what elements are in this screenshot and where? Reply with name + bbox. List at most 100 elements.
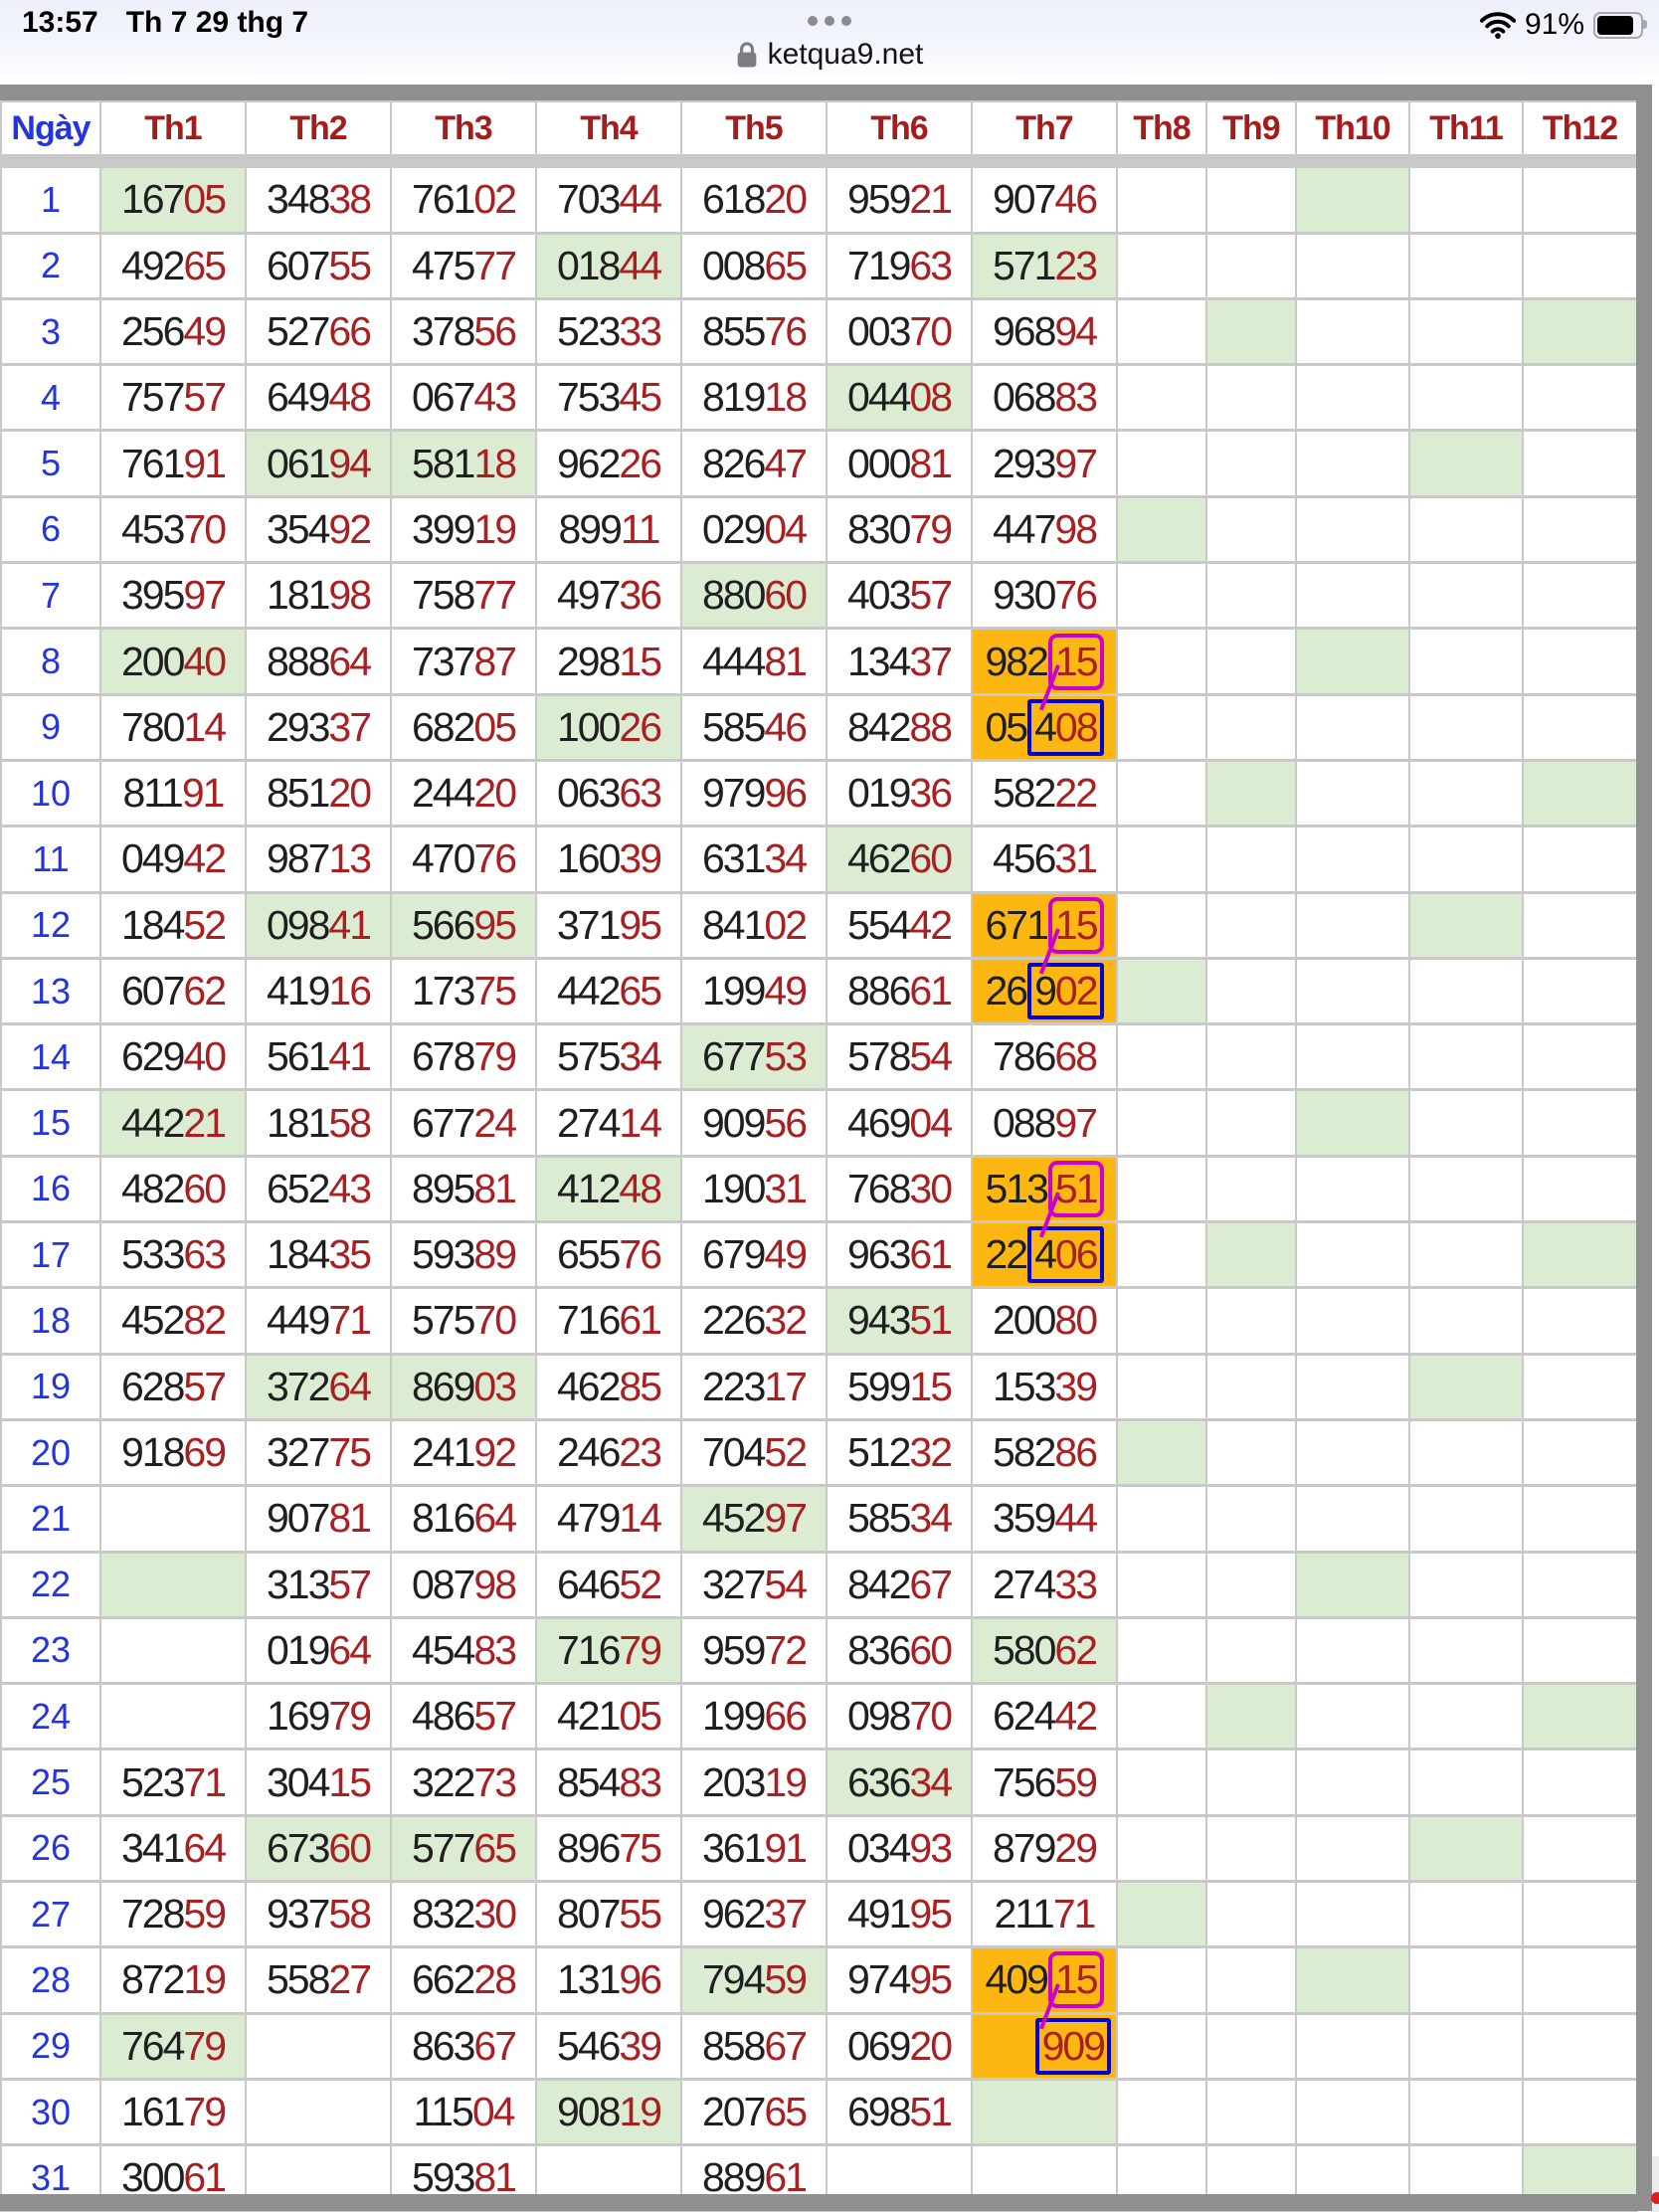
- result-cell-th3-d15: 677 24: [392, 1091, 535, 1155]
- result-cell-th7-d26: 879 29: [973, 1816, 1116, 1881]
- result-cell-th7-d5: 293 97: [973, 432, 1116, 495]
- result-cell-th11-d22: [1410, 1553, 1522, 1616]
- result-cell-th12-d20: [1524, 1420, 1636, 1485]
- result-cell-th5-d29: 858 67: [682, 2014, 826, 2078]
- result-cell-th10-d10: [1297, 761, 1408, 826]
- result-cell-th4-d13: 442 65: [537, 959, 680, 1023]
- result-cell-th10-d14: [1297, 1025, 1408, 1089]
- result-cell-th6-d23: 836 60: [828, 1618, 971, 1683]
- tab-overflow-dots-icon[interactable]: [0, 16, 1659, 26]
- result-cell-th8-d19: [1118, 1355, 1205, 1418]
- result-cell-th6-d18: 943 51: [828, 1289, 971, 1353]
- result-cell-th1-d14: 629 40: [101, 1025, 245, 1089]
- result-cell-th4-d25: 854 83: [537, 1751, 680, 1814]
- result-cell-th5-d12: 841 02: [682, 893, 826, 957]
- column-header-th9: Th9: [1207, 102, 1295, 154]
- result-cell-th8-d1: [1118, 168, 1205, 232]
- result-cell-th1-d15: 442 21: [101, 1091, 245, 1155]
- day-label-1: 1: [2, 168, 99, 232]
- result-cell-th10-d2: [1297, 234, 1408, 297]
- vertical-scrollbar[interactable]: [1636, 85, 1652, 2208]
- result-cell-th5-d21: 452 97: [682, 1487, 826, 1551]
- result-cell-th11-d10: [1410, 761, 1522, 826]
- result-cell-th4-d20: 246 23: [537, 1420, 680, 1485]
- result-cell-th12-d17: [1524, 1223, 1636, 1287]
- result-cell-th6-d12: 554 42: [828, 893, 971, 957]
- result-cell-th2-d5: 061 94: [247, 432, 390, 495]
- result-cell-th7-d4: 068 83: [973, 366, 1116, 430]
- result-cell-th10-d8: [1297, 630, 1408, 693]
- result-cell-th12-d5: [1524, 432, 1636, 495]
- result-cell-th2-d9: 293 37: [247, 695, 390, 759]
- result-cell-th3-d4: 067 43: [392, 366, 535, 430]
- result-cell-th5-d18: 226 32: [682, 1289, 826, 1353]
- result-cell-th5-d25: 203 19: [682, 1751, 826, 1814]
- result-cell-th7-d6: 447 98: [973, 497, 1116, 562]
- result-cell-th1-d21: [101, 1487, 245, 1551]
- result-cell-th2-d15: 181 58: [247, 1091, 390, 1155]
- result-cell-th8-d30: [1118, 2080, 1205, 2144]
- result-cell-th4-d17: 655 76: [537, 1223, 680, 1287]
- result-cell-th6-d24: 098 70: [828, 1685, 971, 1749]
- result-cell-th4-d24: 421 05: [537, 1685, 680, 1749]
- result-cell-th10-d15: [1297, 1091, 1408, 1155]
- result-cell-th5-d5: 826 47: [682, 432, 826, 495]
- result-cell-th2-d10: 851 20: [247, 761, 390, 826]
- blue-highlight-box: 909: [1034, 2017, 1111, 2075]
- result-cell-th5-d4: 819 18: [682, 366, 826, 430]
- result-cell-th2-d13: 419 16: [247, 959, 390, 1023]
- day-label-16: 16: [2, 1157, 99, 1221]
- result-cell-th10-d30: [1297, 2080, 1408, 2144]
- result-cell-th1-d19: 628 57: [101, 1355, 245, 1418]
- result-cell-th2-d3: 527 66: [247, 299, 390, 364]
- result-cell-th11-d6: [1410, 497, 1522, 562]
- day-label-12: 12: [2, 893, 99, 957]
- result-cell-th8-d21: [1118, 1487, 1205, 1551]
- horizontal-scrollbar-top[interactable]: [0, 85, 1652, 100]
- url-bar[interactable]: ketqua9.net: [0, 38, 1659, 72]
- result-cell-th3-d2: 475 77: [392, 234, 535, 297]
- result-cell-th12-d30: [1524, 2080, 1636, 2144]
- result-cell-th7-d11: 456 31: [973, 828, 1116, 891]
- result-cell-th8-d15: [1118, 1091, 1205, 1155]
- result-cell-th6-d21: 585 34: [828, 1487, 971, 1551]
- result-cell-th8-d28: [1118, 1948, 1205, 2012]
- result-cell-th10-d13: [1297, 959, 1408, 1023]
- result-cell-th7-d28: 409 15: [973, 1948, 1116, 2030]
- day-label-11: 11: [2, 828, 99, 891]
- result-cell-th9-d26: [1207, 1816, 1295, 1881]
- result-cell-th8-d22: [1118, 1553, 1205, 1616]
- result-cell-th7-d25: 756 59: [973, 1751, 1116, 1814]
- result-cell-th7-d22: 274 33: [973, 1553, 1116, 1616]
- blue-highlight-box: 4 06: [1027, 1226, 1104, 1284]
- result-cell-th12-d4: [1524, 366, 1636, 430]
- result-cell-th1-d13: 607 62: [101, 959, 245, 1023]
- result-cell-th3-d24: 486 57: [392, 1685, 535, 1749]
- result-cell-th12-d29: [1524, 2014, 1636, 2078]
- result-cell-th12-d7: [1524, 564, 1636, 628]
- result-cell-th1-d10: 811 91: [101, 761, 245, 826]
- result-cell-th11-d26: [1410, 1816, 1522, 1881]
- result-cell-th4-d5: 962 26: [537, 432, 680, 495]
- horizontal-scrollbar-bottom[interactable]: [0, 2194, 1652, 2211]
- result-cell-th2-d27: 937 58: [247, 1883, 390, 1946]
- result-cell-th3-d18: 575 70: [392, 1289, 535, 1353]
- result-cell-th1-d11: 049 42: [101, 828, 245, 891]
- result-cell-th6-d7: 403 57: [828, 564, 971, 628]
- result-cell-th11-d13: [1410, 959, 1522, 1023]
- result-cell-th10-d9: [1297, 695, 1408, 759]
- result-cell-th4-d18: 716 61: [537, 1289, 680, 1353]
- result-cell-th2-d25: 304 15: [247, 1751, 390, 1814]
- result-cell-th2-d1: 348 38: [247, 168, 390, 232]
- result-cell-th5-d26: 361 91: [682, 1816, 826, 1881]
- result-cell-th11-d9: [1410, 695, 1522, 759]
- result-cell-th10-d4: [1297, 366, 1408, 430]
- result-cell-th3-d13: 173 75: [392, 959, 535, 1023]
- result-cell-th12-d10: [1524, 761, 1636, 826]
- result-cell-th7-d12: 671 15: [973, 893, 1116, 975]
- result-cell-th11-d4: [1410, 366, 1522, 430]
- result-cell-th2-d26: 673 60: [247, 1816, 390, 1881]
- column-header-ngày: Ngày: [2, 102, 99, 154]
- result-cell-th11-d7: [1410, 564, 1522, 628]
- result-cell-th12-d15: [1524, 1091, 1636, 1155]
